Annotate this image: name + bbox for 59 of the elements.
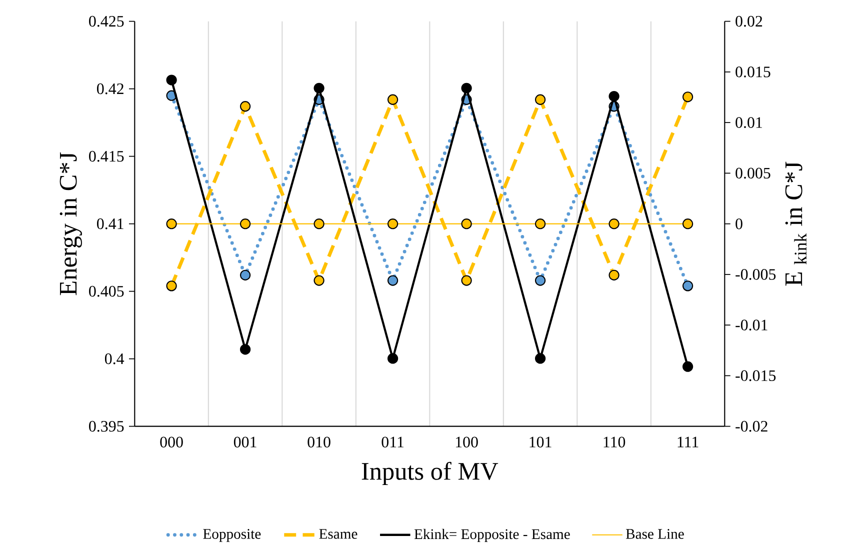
point	[534, 275, 546, 286]
x-tick-label: 001	[234, 436, 256, 448]
y-axis-title: Energy in C*J	[60, 152, 82, 296]
legend-label: Esame	[319, 529, 358, 539]
point	[240, 218, 251, 230]
x-tick-label: 110	[604, 436, 626, 448]
y2-tick-label: -0.015	[736, 370, 776, 382]
x-tick-label: 000	[160, 436, 183, 448]
point	[387, 353, 398, 364]
y2-tick-label: 0	[736, 218, 742, 230]
point	[166, 280, 177, 292]
point	[608, 90, 620, 102]
point	[387, 94, 398, 105]
point	[682, 92, 694, 102]
point	[166, 218, 177, 230]
y2-tick-label: -0.01	[736, 320, 768, 330]
point	[461, 82, 472, 94]
y2-tick-label: -0.005	[736, 269, 776, 280]
x-axis-title: Inputs of MV	[362, 462, 498, 486]
point	[461, 218, 472, 230]
point	[534, 353, 546, 364]
y-tick-label: 0.42	[97, 83, 124, 94]
point	[461, 275, 472, 286]
y-tick-label: 0.405	[89, 286, 124, 297]
y-tick-label: 0.415	[89, 150, 124, 162]
point	[387, 218, 398, 230]
x-tick-label: 100	[456, 436, 478, 448]
y2-tick-label: -0.02	[736, 420, 768, 432]
y2-tick-label: 0.015	[736, 66, 770, 78]
x-tick-label: 011	[382, 436, 404, 448]
point	[387, 275, 398, 286]
point	[682, 218, 694, 230]
y-tick-label: 0.425	[89, 16, 124, 27]
y2-axis-title: E $_{kink}$ in C*J	[785, 162, 806, 286]
x-tick-label: 111	[678, 436, 698, 448]
point	[240, 101, 251, 112]
y-tick-label: 0.395	[89, 420, 124, 432]
point	[608, 270, 620, 280]
point	[314, 218, 324, 230]
point	[534, 94, 546, 105]
x-tick-label: 010	[308, 436, 330, 448]
legend-label: Ekink= Eopposite - Esame	[414, 528, 570, 542]
legend-label: Eopposite	[203, 529, 261, 542]
point	[534, 218, 546, 230]
y2-tick-label: 0.005	[736, 168, 770, 179]
point	[240, 270, 251, 280]
point	[608, 218, 620, 230]
point	[314, 275, 324, 286]
y2-tick-label: 0.02	[736, 16, 762, 27]
point	[682, 280, 694, 292]
legend-label: Base Line	[626, 529, 684, 539]
y-tick-label: 0.4	[104, 353, 124, 364]
point	[314, 82, 324, 94]
point	[166, 74, 177, 86]
point	[682, 361, 694, 372]
x-tick-label: 101	[530, 436, 552, 448]
point	[240, 344, 251, 355]
y2-tick-label: 0.01	[736, 117, 762, 128]
y-tick-label: 0.41	[97, 218, 124, 230]
